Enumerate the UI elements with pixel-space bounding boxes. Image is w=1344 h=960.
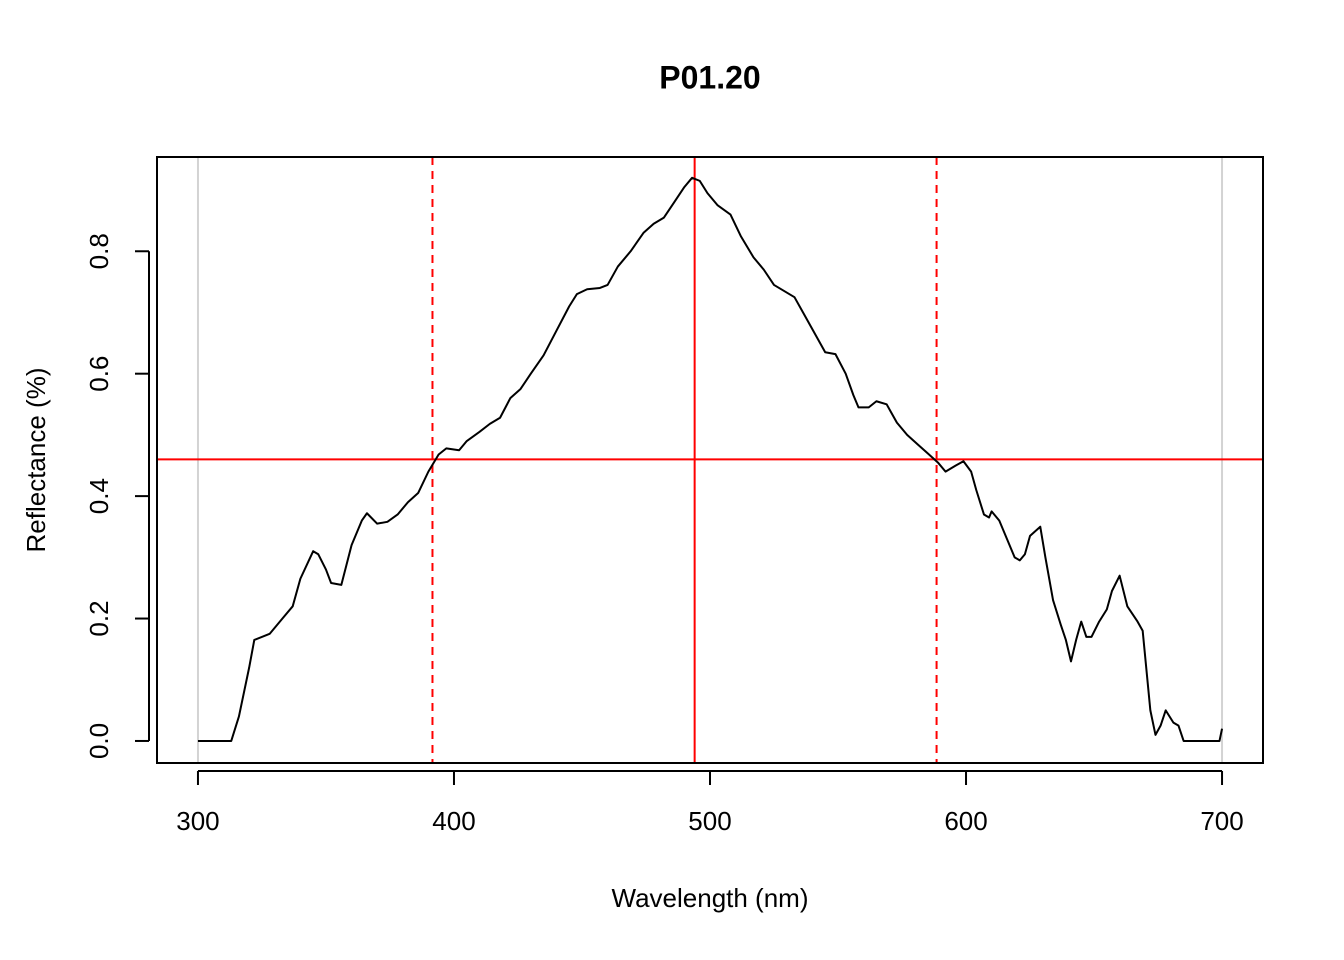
y-tick-label: 0.4 (84, 478, 114, 514)
y-tick-label: 0.8 (84, 233, 114, 269)
x-tick-label: 600 (944, 806, 987, 836)
x-tick-label: 500 (688, 806, 731, 836)
y-tick-label: 0.6 (84, 356, 114, 392)
chart-title: P01.20 (659, 59, 760, 95)
y-tick-label: 0.2 (84, 600, 114, 636)
x-tick-label: 400 (432, 806, 475, 836)
x-tick-label: 300 (176, 806, 219, 836)
spectrum-line (197, 176, 1224, 742)
plot-box (156, 156, 1264, 764)
x-axis-title: Wavelength (nm) (612, 883, 809, 913)
y-tick-label: 0.0 (84, 723, 114, 759)
y-axis-title: Reflectance (%) (21, 368, 51, 553)
x-tick-label: 700 (1200, 806, 1243, 836)
